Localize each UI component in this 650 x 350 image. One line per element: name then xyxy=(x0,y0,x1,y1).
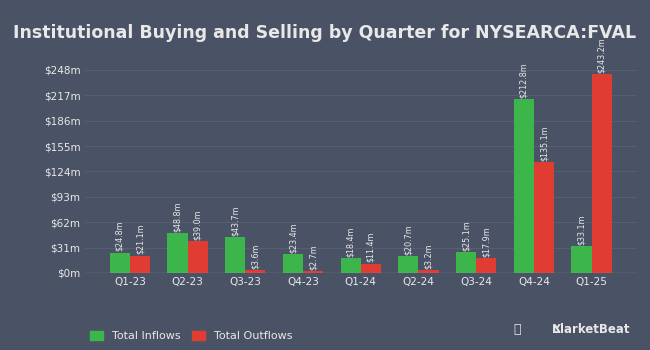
Bar xyxy=(398,256,419,273)
Bar xyxy=(283,254,303,273)
Text: $17.9m: $17.9m xyxy=(482,226,491,257)
Legend: Total Inflows, Total Outflows: Total Inflows, Total Outflows xyxy=(90,330,292,341)
Text: ⴿlarketBeat: ⴿlarketBeat xyxy=(552,323,630,336)
Bar xyxy=(188,241,208,273)
Text: $23.4m: $23.4m xyxy=(289,222,298,253)
Text: $48.8m: $48.8m xyxy=(173,201,182,232)
Bar xyxy=(476,258,497,273)
Text: $243.2m: $243.2m xyxy=(597,37,606,72)
Bar xyxy=(514,99,534,273)
Bar xyxy=(456,252,476,273)
Text: Institutional Buying and Selling by Quarter for NYSEARCA:FVAL: Institutional Buying and Selling by Quar… xyxy=(14,25,636,42)
Bar xyxy=(361,264,381,273)
Bar xyxy=(110,253,130,273)
Bar xyxy=(592,74,612,273)
Bar xyxy=(245,270,265,273)
Text: $39.0m: $39.0m xyxy=(193,209,202,240)
Text: $212.8m: $212.8m xyxy=(519,62,528,98)
Text: $3.2m: $3.2m xyxy=(424,244,433,269)
Text: $25.1m: $25.1m xyxy=(462,220,471,251)
Bar xyxy=(303,271,323,273)
Text: $21.1m: $21.1m xyxy=(135,224,144,254)
Bar xyxy=(571,246,592,273)
Text: 〜: 〜 xyxy=(514,323,521,336)
Bar xyxy=(341,258,361,273)
Text: $43.7m: $43.7m xyxy=(231,205,240,236)
Text: $11.4m: $11.4m xyxy=(367,232,375,262)
Bar xyxy=(534,162,554,273)
Text: $135.1m: $135.1m xyxy=(540,126,549,161)
Text: $33.1m: $33.1m xyxy=(577,214,586,245)
Text: $3.6m: $3.6m xyxy=(251,243,260,269)
Bar xyxy=(130,256,150,273)
Bar xyxy=(167,233,188,273)
Text: $20.7m: $20.7m xyxy=(404,224,413,255)
Bar xyxy=(225,237,245,273)
Text: $18.4m: $18.4m xyxy=(346,226,355,257)
Bar xyxy=(419,271,439,273)
Text: $2.7m: $2.7m xyxy=(309,244,318,270)
Text: $24.8m: $24.8m xyxy=(115,221,124,251)
